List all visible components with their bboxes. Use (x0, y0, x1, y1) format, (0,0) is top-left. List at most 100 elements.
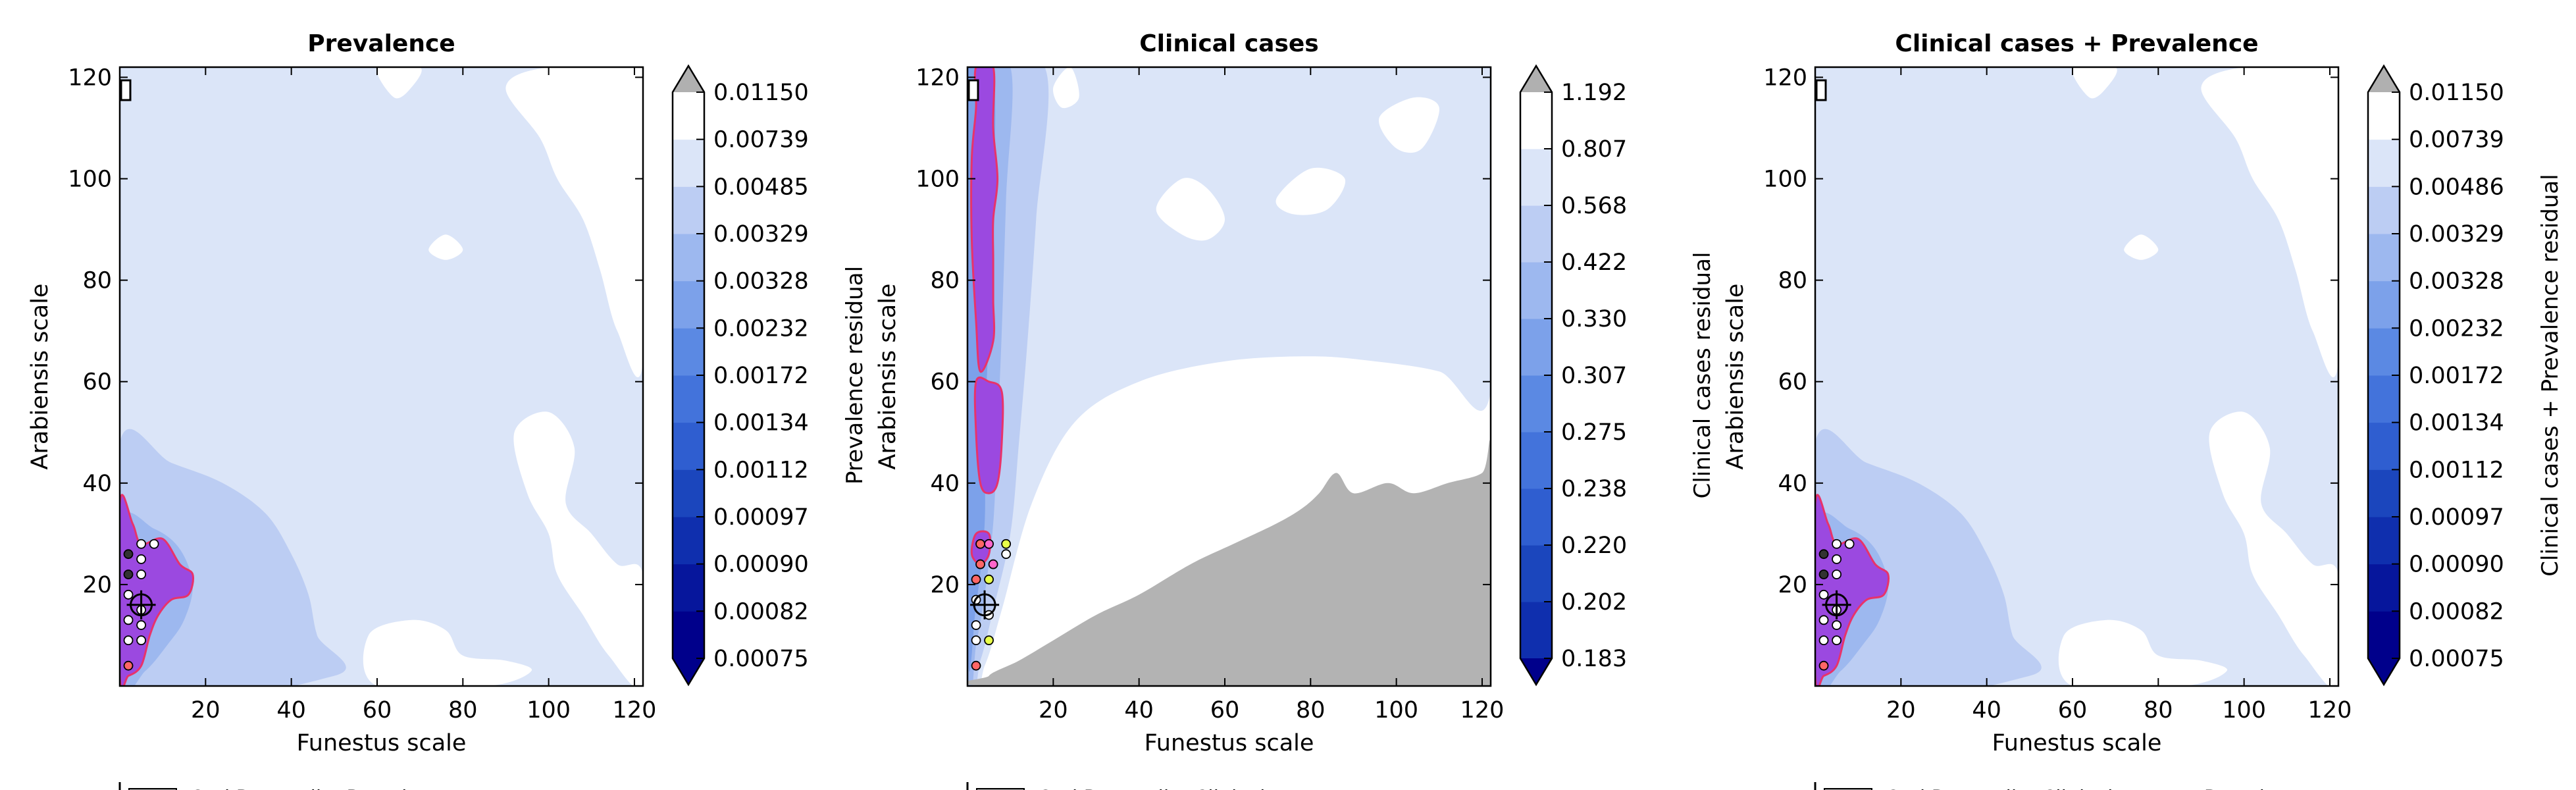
colorbar-segment (1520, 319, 1552, 376)
sample-marker (123, 569, 134, 579)
colorbar-tick-label: 0.00075 (713, 646, 809, 672)
sample-marker (975, 539, 985, 549)
y-tick-label: 100 (68, 167, 112, 193)
colorbar-segment (2368, 469, 2400, 517)
chart-title: Clinical cases + Prevalence (1895, 30, 2258, 57)
colorbar: 0.00075 0.00082 0.00090 0.00097 0.00112 0.001… (671, 64, 868, 687)
colorbar-label: Clinical cases residual (1689, 252, 1716, 499)
contour-region-light (1156, 178, 1225, 241)
x-tick-label: 20 (1886, 697, 1916, 724)
chart-title: Prevalence (307, 30, 455, 57)
colorbar-segment (1520, 432, 1552, 489)
sample-marker (1818, 615, 1829, 625)
colorbar-tick-label: 0.183 (1561, 646, 1627, 672)
chart-panel-2: 20 40 60 80 100 120 20 40 60 80 100 120 Clinical cas… (875, 30, 1716, 790)
sample-marker (123, 615, 134, 625)
colorbar-segment (673, 469, 704, 517)
contour-region-light (2209, 411, 2338, 686)
sample-marker (123, 635, 134, 646)
contour-region-light (505, 67, 643, 377)
colorbar-under-triangle (1520, 658, 1552, 685)
plot-area (967, 67, 1491, 686)
colorbar-tick-label: 0.00328 (713, 269, 809, 295)
colorbar-tick-label: 0.00097 (2409, 504, 2504, 531)
contour-region-light (428, 234, 463, 260)
colorbar-segment (673, 517, 704, 565)
sample-marker (136, 635, 146, 646)
contour-region-light (513, 411, 643, 686)
colorbar-segment (1520, 262, 1552, 319)
colorbar-segment (1520, 92, 1552, 149)
sample-marker (1832, 569, 1842, 579)
colorbar-segment (1520, 149, 1552, 206)
colorbar-segment (2368, 517, 2400, 565)
colorbar-tick-label: 0.01150 (713, 80, 809, 106)
sample-marker (136, 620, 146, 630)
x-tick-label: 80 (1296, 697, 1326, 724)
sample-marker (971, 574, 981, 585)
best-fit-cross (970, 590, 1000, 619)
x-tick-label: 60 (363, 697, 392, 724)
sample-marker (988, 559, 998, 569)
colorbar-segment (2368, 328, 2400, 376)
colorbar: 0.00075 0.00082 0.00090 0.00097 0.00112 0.001… (2367, 64, 2563, 687)
sample-marker (1844, 539, 1855, 549)
contour-region-light (1378, 97, 1439, 153)
colorbar-tick-label: 0.00134 (713, 410, 809, 436)
legend-label: 2nd Percentile: Clinical cases + Prevale… (1888, 787, 2312, 790)
colorbar-segment (673, 234, 704, 282)
contour-region-light (363, 619, 532, 686)
colorbar-tick-label: 0.00090 (2409, 552, 2504, 578)
colorbar-over-triangle (673, 66, 704, 92)
inset-box (967, 79, 979, 101)
colorbar-tick-label: 0.00328 (2409, 269, 2504, 295)
y-tick-label: 120 (915, 65, 960, 91)
colorbar-segment (673, 375, 704, 423)
colorbar-segment (2368, 375, 2400, 423)
legend-swatch (976, 788, 1025, 790)
colorbar-tick-label: 0.00134 (2409, 410, 2504, 436)
sample-marker (123, 549, 134, 560)
x-axis-label: Funestus scale (297, 730, 467, 756)
sample-marker (136, 554, 146, 564)
plot-frame (1814, 66, 2340, 687)
colorbar-tick-label: 0.00097 (713, 504, 809, 531)
colorbar-over-triangle (2368, 66, 2400, 92)
y-tick-label: 100 (1763, 167, 1807, 193)
contour-region-light (2071, 67, 2117, 99)
x-tick-label: 80 (448, 697, 478, 724)
colorbar-tick-label: 0.202 (1561, 589, 1627, 616)
legend: 2nd Percentile: Clinical cases (966, 782, 1327, 790)
colorbar-segment (2368, 92, 2400, 140)
contour-region (967, 67, 1491, 686)
plot-frame (966, 66, 1492, 687)
x-axis-label: Funestus scale (1992, 730, 2162, 756)
colorbar-tick-label: 0.238 (1561, 476, 1627, 502)
sample-marker (123, 589, 134, 600)
colorbar: 0.183 0.202 0.220 0.238 0.275 0.307 0.330 0.422… (1519, 64, 1716, 687)
colorbar-segment (673, 92, 704, 140)
colorbar-tick-label: 0.807 (1561, 136, 1627, 163)
x-tick-label: 40 (1972, 697, 2001, 724)
plot-frame (118, 66, 644, 687)
y-tick-label: 40 (82, 471, 112, 497)
chart-panel-1: 20 40 60 80 100 120 20 40 60 80 100 120 Prevalence Fu… (27, 30, 868, 790)
colorbar-segment (2368, 280, 2400, 329)
contour-region-light (1052, 67, 1079, 109)
colorbar-tick-label: 0.275 (1561, 419, 1627, 446)
x-tick-label: 120 (2308, 697, 2352, 724)
colorbar-segment (673, 422, 704, 470)
y-tick-label: 80 (82, 268, 112, 294)
sample-marker (971, 620, 981, 630)
colorbar-tick-label: 0.00232 (2409, 315, 2504, 342)
colorbar-tick-label: 0.422 (1561, 250, 1627, 276)
x-tick-label: 40 (1124, 697, 1154, 724)
sample-marker (1818, 549, 1829, 560)
colorbar-segment (2368, 186, 2400, 234)
colorbar-over-triangle (1520, 66, 1552, 92)
sample-marker (136, 569, 146, 579)
colorbar-tick-label: 0.00082 (2409, 598, 2504, 625)
best-fit-cross (126, 590, 156, 619)
colorbar-tick-label: 0.00112 (713, 457, 809, 483)
